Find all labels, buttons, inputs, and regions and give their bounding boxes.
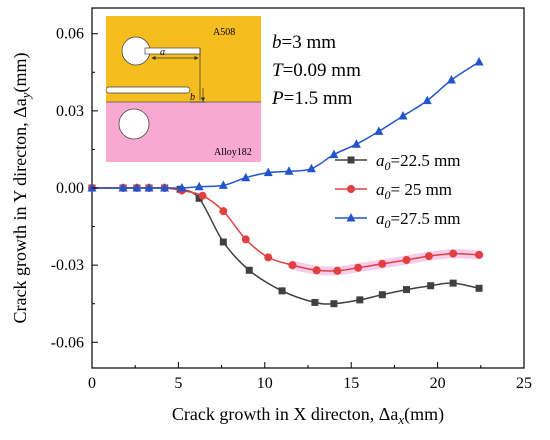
data-point — [347, 185, 355, 193]
data-point — [378, 259, 387, 268]
data-point — [245, 266, 253, 274]
data-point — [219, 207, 228, 216]
material-schematic-inset: a b A508 Alloy182 — [105, 16, 261, 162]
data-point — [347, 156, 355, 164]
data-point — [402, 286, 410, 294]
data-point — [449, 249, 458, 258]
data-point — [306, 163, 316, 173]
data-point — [351, 139, 361, 148]
data-point — [330, 300, 338, 308]
data-point — [264, 253, 273, 262]
annotation-P: P=1.5 mm — [271, 88, 353, 109]
data-point — [311, 298, 319, 306]
y-tick-label: 0.03 — [56, 103, 84, 120]
data-point — [194, 181, 204, 191]
data-point — [144, 183, 154, 192]
data-point — [398, 111, 408, 120]
parameter-annotations: b=3 mm T=0.09 mm P=1.5 mm — [271, 32, 361, 109]
legend: a0=22.5 mm a0= 25 mm a0=27.5 mm — [335, 151, 461, 231]
data-point — [87, 183, 97, 192]
data-point — [278, 287, 286, 295]
legend-item-1: a0=22.5 mm — [335, 151, 461, 173]
x-axis-title-sub: x — [397, 412, 404, 427]
data-point — [263, 167, 273, 177]
data-point — [449, 279, 457, 287]
x-tick-label: 15 — [343, 375, 359, 392]
ticks-layer: 0 5 10 15 20 25 0.06 0.03 0.00 -0.03 -0.06 — [51, 26, 532, 392]
x-tick-label: 10 — [257, 375, 273, 392]
y-axis-title-sub: y — [18, 92, 33, 100]
dimension-a-label: a — [160, 47, 165, 58]
legend-item-3: a0=27.5 mm — [335, 209, 461, 231]
series-line — [92, 187, 480, 305]
legend-label: a0= 25 mm — [376, 180, 452, 202]
x-tick-label: 5 — [174, 375, 182, 392]
data-point — [333, 266, 342, 275]
legend-label: a0=22.5 mm — [376, 151, 461, 173]
y-axis-title: Crack growth in Y directon, Δay(mm) — [10, 53, 33, 324]
data-point — [354, 263, 363, 272]
data-point — [374, 126, 384, 135]
data-point — [475, 284, 483, 292]
data-point — [474, 57, 484, 66]
annotation-b: b=3 mm — [272, 32, 336, 53]
series-1 — [88, 184, 483, 308]
data-point — [427, 282, 435, 290]
data-point — [446, 75, 456, 84]
y-tick-label: 0.06 — [56, 26, 84, 43]
inset-top-label: A508 — [213, 27, 235, 38]
lower-hole — [118, 108, 150, 140]
series-layer — [87, 57, 484, 308]
data-point — [475, 250, 484, 259]
data-point — [198, 191, 207, 200]
y-tick-label: 0.00 — [56, 180, 84, 197]
legend-item-2: a0= 25 mm — [335, 180, 452, 202]
upper-notch — [144, 47, 201, 55]
series-3 — [87, 57, 484, 192]
lower-notch — [105, 86, 191, 94]
data-point — [195, 194, 203, 202]
inset-bottom-label: Alloy182 — [214, 147, 252, 158]
data-point — [329, 149, 339, 159]
data-point — [312, 266, 321, 275]
annotation-T: T=0.09 mm — [272, 60, 361, 81]
data-point — [378, 291, 386, 299]
data-point — [118, 183, 128, 192]
data-point — [218, 180, 228, 189]
data-point — [424, 252, 433, 261]
x-tick-label: 20 — [430, 375, 446, 392]
data-point — [177, 183, 187, 192]
data-point — [422, 95, 432, 105]
data-point — [288, 261, 297, 270]
data-point — [402, 256, 411, 264]
y-tick-label: -0.06 — [51, 334, 84, 351]
y-tick-label: -0.03 — [51, 257, 84, 274]
legend-label: a0=27.5 mm — [376, 209, 461, 231]
data-point — [160, 183, 170, 192]
x-axis-title: Crack growth in X directon, Δax(mm) — [172, 404, 444, 427]
x-tick-label: 25 — [516, 375, 532, 392]
data-point — [346, 213, 356, 222]
data-point — [219, 238, 227, 246]
dimension-b-label: b — [190, 92, 195, 103]
data-point — [284, 166, 294, 175]
x-tick-label: 0 — [88, 375, 96, 392]
data-point — [356, 296, 364, 304]
data-point — [241, 235, 250, 244]
data-point — [132, 183, 142, 192]
data-point — [241, 172, 251, 182]
